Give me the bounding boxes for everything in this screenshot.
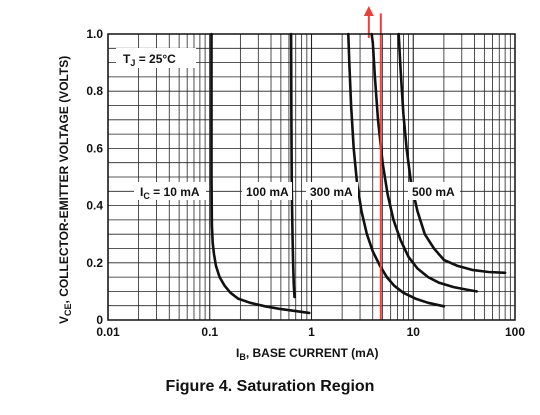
annotation-bg: [116, 48, 196, 68]
y-tick-label: 0.6: [86, 141, 103, 155]
y-tick-label: 0: [96, 313, 103, 327]
series-label-500ma: 500 mA: [412, 185, 455, 199]
y-tick-label: 0.8: [86, 84, 103, 98]
tick-labels: 0.01 0.1 1 10 100 0 0.2 0.4 0.6 0.8 1.0: [86, 27, 525, 339]
series-line-3: [346, 32, 446, 308]
x-tick-label: 0.1: [201, 325, 218, 339]
figure-caption: Figure 4. Saturation Region: [165, 378, 375, 395]
y-axis-label: VCE, COLLECTOR-EMITTER VOLTAGE (VOLTS): [57, 56, 73, 324]
series-label-10ma: IC = 10 mA: [140, 185, 200, 201]
y-tick-label: 0.4: [86, 199, 103, 213]
series-line-5: [397, 32, 507, 275]
series-label-300ma: 300 mA: [310, 185, 353, 199]
series-label-100ma: 100 mA: [246, 185, 289, 199]
temperature-annotation: TJ = 25°C: [123, 52, 176, 68]
x-tick-label: 0.01: [96, 325, 120, 339]
x-tick-label: 1: [308, 325, 315, 339]
label-bg-300ma: [306, 182, 358, 200]
y-tick-label: 0.2: [86, 256, 103, 270]
marker-arrow-head: [363, 6, 374, 16]
series-line-2: [289, 32, 296, 299]
label-bg-500ma: [408, 182, 460, 200]
x-tick-label: 100: [505, 325, 525, 339]
x-axis-label: IB, BASE CURRENT (mA): [236, 346, 379, 362]
label-bg-100ma: [242, 182, 292, 200]
y-tick-label: 1.0: [86, 27, 103, 41]
plot-frame: [107, 33, 516, 321]
label-bg-10ma: [134, 182, 206, 200]
curves: [210, 32, 507, 315]
series-line-4: [370, 32, 479, 293]
series-line-1: [210, 32, 311, 315]
grid: [107, 34, 515, 320]
x-tick-label: 10: [407, 325, 421, 339]
